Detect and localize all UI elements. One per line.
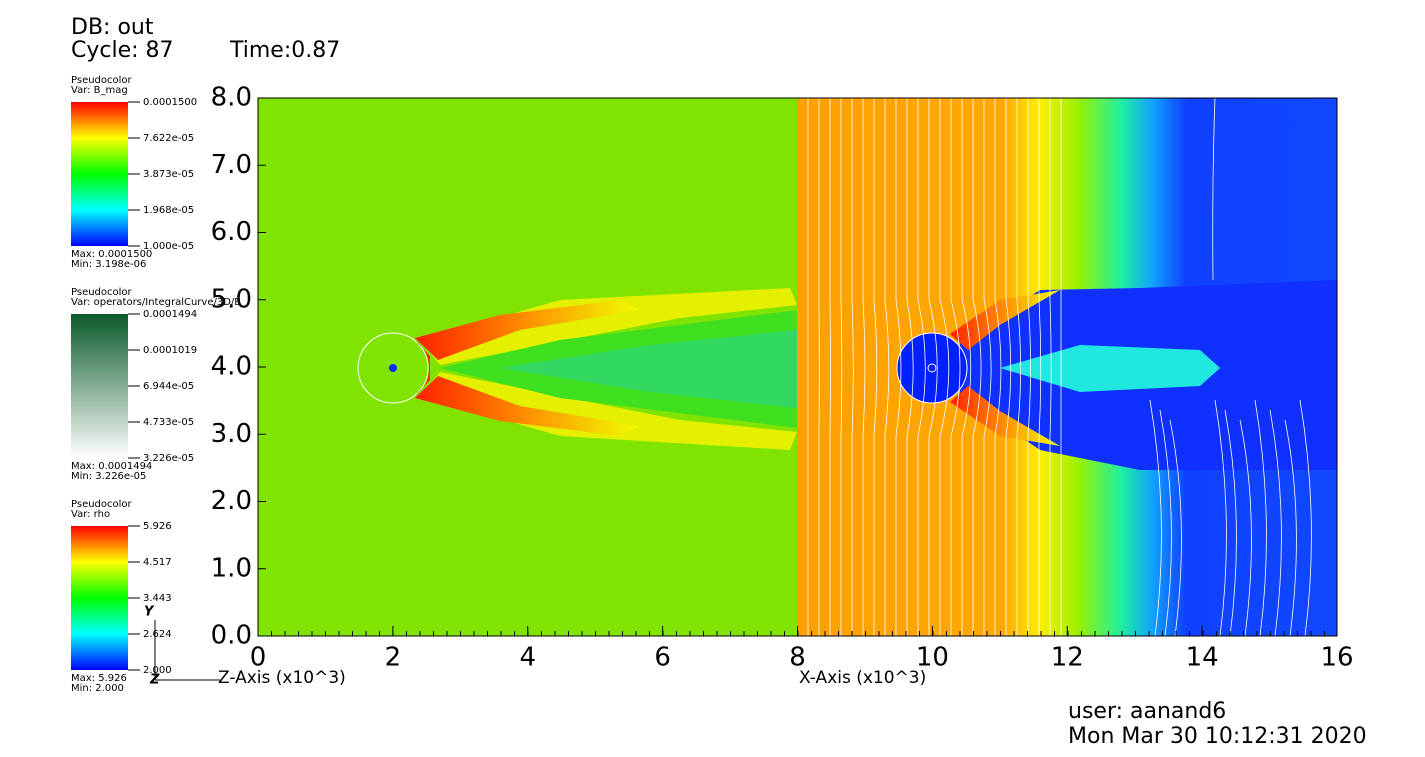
y-tick-label: 0.0 [211, 621, 252, 651]
user-label: user: aanand6 [1068, 699, 1226, 724]
legend-tick-label: 1.000e-05 [143, 241, 194, 252]
legend-tick-label: 7.622e-05 [143, 133, 194, 144]
y-tick-label: 1.0 [211, 553, 252, 583]
x-tick-label: 2 [385, 643, 402, 673]
legend-min: Min: 2.000 [71, 683, 124, 694]
streamline [1212, 97, 1216, 281]
legend-var: Var: operators/IntegralCurve/3D/B [71, 297, 241, 308]
legend-tick-label: 4.733e-05 [143, 417, 194, 428]
colorbar [71, 526, 128, 670]
streamline [1254, 399, 1267, 637]
z-axis-title: Z-Axis (x10^3) [218, 668, 346, 688]
legend-min: Min: 3.198e-06 [71, 259, 146, 270]
legend-tick-label: 3.873e-05 [143, 169, 194, 180]
triad-z: Z [149, 673, 160, 688]
streamline [906, 98, 914, 636]
legend-tick-label: 5.926 [143, 521, 172, 532]
legend-title: Pseudocolor [71, 499, 133, 510]
legend-var: Var: B_mag [71, 85, 128, 96]
legend-tick-label: 2.000 [143, 665, 172, 676]
streamline [1299, 399, 1312, 637]
y-tick-label: 4.0 [211, 352, 252, 382]
legend-max: Max: 5.926 [71, 673, 127, 684]
y-tick-label: 7.0 [211, 150, 252, 180]
streamline [928, 98, 938, 636]
legend-title: Pseudocolor [71, 75, 133, 86]
streamline [1005, 98, 1012, 636]
streamline [950, 98, 961, 636]
legend-tick-label: 3.226e-05 [143, 453, 194, 464]
y-tick-label: 2.0 [211, 486, 252, 516]
x-tick-label: 0 [250, 643, 267, 673]
streamline [994, 98, 1002, 636]
streamline [1269, 409, 1282, 637]
streamline [873, 98, 878, 636]
streamline [1038, 98, 1042, 636]
legend-var: Var: rho [71, 509, 110, 520]
y-tick-label: 5.0 [211, 284, 252, 314]
streamline [1214, 399, 1227, 637]
y-tick-label: 6.0 [211, 217, 252, 247]
streamline [1224, 409, 1237, 637]
streamline [1284, 419, 1297, 637]
date-label: Mon Mar 30 10:12:31 2020 [1068, 724, 1367, 749]
streamline [972, 98, 982, 636]
db-label: DB: out [71, 15, 154, 40]
streamline [917, 98, 926, 636]
colorbar [71, 314, 128, 458]
x-tick-label: 4 [519, 643, 536, 673]
x-axis-title: X-Axis (x10^3) [799, 668, 926, 688]
x-tick-label: 8 [789, 643, 806, 673]
streamline [895, 98, 902, 636]
triad-y: Y [144, 605, 155, 620]
streamline [862, 98, 866, 636]
streamline [1027, 98, 1031, 636]
time-label: Time:0.87 [229, 38, 340, 63]
x-tick-label: 16 [1320, 643, 1353, 673]
legend-min: Min: 3.226e-05 [71, 471, 146, 482]
streamline [1049, 98, 1052, 636]
streamline [1159, 409, 1172, 637]
streamline [840, 98, 843, 636]
right-field [797, 97, 1337, 637]
legend-tick-label: 2.624 [143, 629, 172, 640]
legend-tick-label: 1.968e-05 [143, 205, 194, 216]
legend-max: Max: 0.0001500 [71, 249, 152, 260]
legend-tick-label: 3.443 [143, 593, 172, 604]
streamline [961, 98, 972, 636]
y-tick-label: 3.0 [211, 419, 252, 449]
triad: Y Z [144, 605, 220, 688]
legend-tick-label: 0.0001494 [143, 309, 197, 320]
streamline [851, 98, 854, 636]
legend-title: Pseudocolor [71, 287, 133, 298]
streamline [884, 98, 890, 636]
streamline [1239, 419, 1252, 637]
legend-tick-label: 0.0001019 [143, 345, 197, 356]
streamline [939, 98, 950, 636]
x-tick-label: 14 [1186, 643, 1219, 673]
streamline [1149, 399, 1162, 637]
streamline [1016, 98, 1021, 636]
streamline [983, 98, 992, 636]
cycle-label: Cycle: 87 [71, 38, 174, 63]
x-tick-label: 10 [916, 643, 949, 673]
legend-tick-label: 4.517 [143, 557, 172, 568]
y-tick-label: 8.0 [211, 83, 252, 113]
x-tick-label: 12 [1051, 643, 1084, 673]
left-field [258, 98, 797, 636]
x-tick-label: 6 [654, 643, 671, 673]
streamline [1169, 419, 1182, 637]
legend-max: Max: 0.0001494 [71, 461, 152, 472]
legend-tick-label: 6.944e-05 [143, 381, 194, 392]
legend-tick-label: 0.0001500 [143, 97, 197, 108]
colorbar [71, 102, 128, 246]
